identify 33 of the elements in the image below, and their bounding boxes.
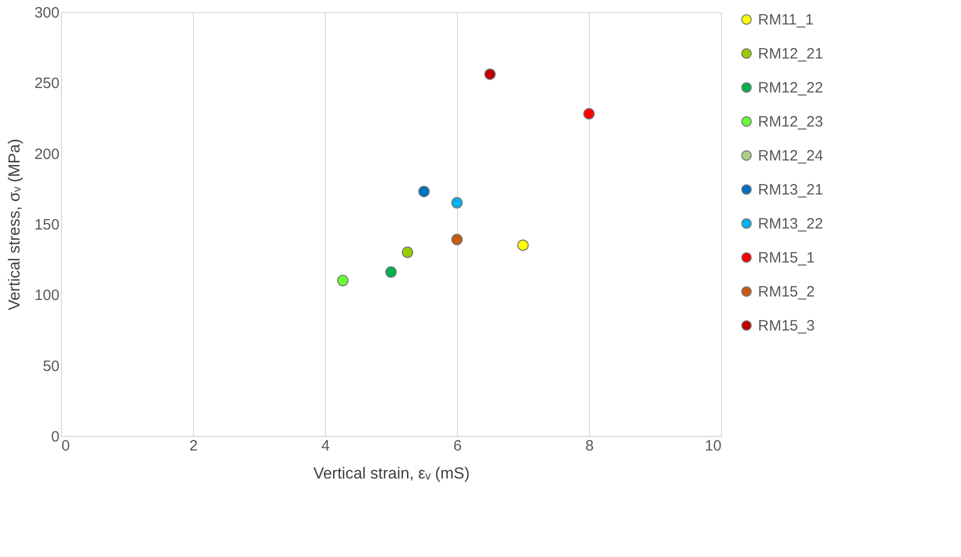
point xyxy=(402,246,414,258)
legend-label: RM15_2 xyxy=(758,284,815,300)
point xyxy=(451,197,463,209)
legend-label: RM12_23 xyxy=(758,114,824,130)
x-tick-label: 4 xyxy=(321,438,330,454)
legend-label: RM13_21 xyxy=(758,182,824,198)
point xyxy=(418,186,430,198)
point xyxy=(484,68,496,80)
x-tick-label: 10 xyxy=(704,438,722,454)
legend-label: RM15_1 xyxy=(758,250,815,266)
legend-label: RM13_22 xyxy=(758,216,824,232)
legend-label: RM15_3 xyxy=(758,318,815,334)
x-axis-title: Vertical strain, εᵥ (mS) xyxy=(313,466,470,482)
y-tick-label: 250 xyxy=(34,75,60,92)
x-tick-label: 0 xyxy=(62,438,70,454)
x-tick-label: 2 xyxy=(189,438,198,454)
y-tick-label: 300 xyxy=(34,4,60,22)
point xyxy=(337,274,349,286)
point xyxy=(451,234,463,246)
legend-label: RM12_21 xyxy=(758,46,824,62)
point xyxy=(517,239,529,251)
x-tick-label: 8 xyxy=(585,438,594,454)
point xyxy=(385,266,397,278)
legend-label: RM12_24 xyxy=(758,148,824,164)
legend-label: RM11_1 xyxy=(758,12,814,28)
y-tick-label: 150 xyxy=(34,216,60,234)
legend-label: RM12_22 xyxy=(758,80,824,96)
y-axis-title: Vertical stress, σᵥ (MPa) xyxy=(6,138,24,310)
y-tick-label: 200 xyxy=(34,146,60,163)
x-tick-label: 6 xyxy=(453,438,462,454)
y-tick-label: 50 xyxy=(42,358,60,375)
y-tick-label: 100 xyxy=(34,287,60,304)
point xyxy=(583,108,595,120)
